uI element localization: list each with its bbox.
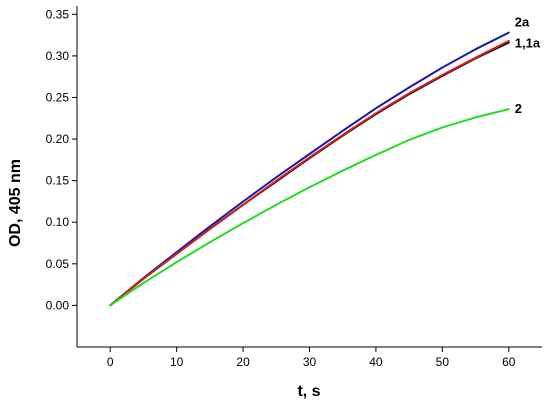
series-line-2a	[109, 31, 510, 307]
y-tick-label: 0.00	[46, 298, 70, 312]
x-tick-label: 30	[303, 355, 317, 369]
series-line-1a	[109, 39, 510, 307]
data-series	[109, 31, 510, 307]
y-tick-label: 0.10	[46, 215, 70, 229]
y-tick-label: 0.35	[46, 7, 70, 21]
y-tick-label: 0.30	[46, 49, 70, 63]
x-tick-label: 10	[170, 355, 184, 369]
y-ticks: 0.00 0.05 0.10 0.15 0.20 0.25 0.30 0.35	[46, 7, 77, 312]
x-tick-label: 40	[369, 355, 383, 369]
y-tick-label: 0.15	[46, 174, 70, 188]
y-axis-title: OD, 405 nm	[7, 159, 24, 247]
y-tick-label: 0.05	[46, 257, 70, 271]
x-ticks: 0 10 20 30 40 50 60	[107, 347, 516, 369]
y-tick-label: 0.20	[46, 132, 70, 146]
x-axis-title: t, s	[297, 383, 320, 400]
y-tick-label: 0.25	[46, 90, 70, 104]
curve-labels: 2a 1,1a 2	[515, 15, 541, 116]
curve-label: 2a	[515, 15, 530, 30]
curve-label: 2	[515, 101, 522, 116]
x-tick-label: 20	[236, 355, 250, 369]
x-tick-label: 60	[502, 355, 516, 369]
series-line-2	[109, 108, 510, 307]
x-tick-label: 50	[436, 355, 450, 369]
curve-label: 1,1a	[515, 35, 541, 50]
x-tick-label: 0	[107, 355, 114, 369]
axes	[76, 6, 542, 348]
